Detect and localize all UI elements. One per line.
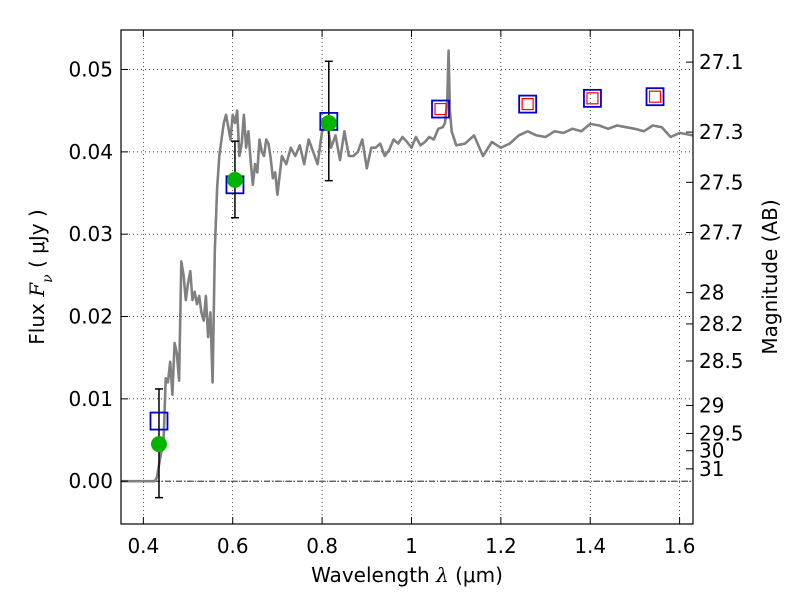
x-axis-label: Wavelength λ (μm) [311, 563, 503, 587]
model-photometry-square [645, 87, 665, 107]
right-tick-label: 28 [699, 281, 724, 305]
y-tick-label: 0.02 [68, 305, 113, 329]
upper-limit-square [521, 97, 534, 111]
x-tick-label: 1.2 [485, 534, 517, 558]
x-tick-label: 0.8 [306, 534, 338, 558]
right-tick-label: 30 [699, 439, 724, 463]
right-axis-label: Magnitude (AB) [758, 199, 782, 354]
right-tick-label: 31 [699, 457, 724, 481]
spectrum-line [121, 49, 693, 483]
y-tick-label: 0.05 [68, 58, 113, 82]
right-tick-label: 29.5 [699, 421, 744, 445]
y-tick-label: 0.01 [68, 387, 113, 411]
y-tick-label: 0.00 [68, 469, 113, 493]
right-tick-label: 27.5 [699, 170, 744, 194]
right-tick-label: 27.7 [699, 221, 744, 245]
observed-point [226, 171, 243, 188]
right-tick-label: 29 [699, 393, 724, 417]
right-tick-label: 28.5 [699, 349, 744, 373]
plot-background [121, 30, 693, 524]
right-tick-label: 28.2 [699, 312, 744, 336]
y-tick-label: 0.03 [68, 222, 113, 246]
x-tick-label: 1 [405, 534, 418, 558]
upper-limit-square [434, 102, 447, 116]
model-photometry-square [431, 99, 450, 119]
plot-frame [120, 29, 694, 525]
model-photometry-square [583, 88, 602, 108]
y-tick-label: 0.04 [68, 140, 113, 164]
upper-limit-square [586, 92, 599, 105]
right-tick-label: 27.3 [699, 120, 744, 144]
model-photometry-square [518, 94, 538, 114]
x-tick-label: 0.4 [127, 534, 159, 558]
x-tick-label: 1.4 [574, 534, 606, 558]
x-tick-label: 0.6 [217, 534, 249, 558]
data-layer [121, 49, 693, 499]
observed-point [150, 436, 167, 453]
upper-limit-square [648, 90, 662, 103]
x-tick-label: 1.6 [664, 534, 696, 558]
y-axis-label: Flux Fν ( μJy ) [25, 209, 56, 344]
observed-point [320, 115, 337, 132]
right-tick-label: 27.1 [699, 50, 744, 74]
axes: 0.4 0.6 0.8 1 1.2 1.4 1.6 0.00 0.01 0.02 0.03 0.04 0… [68, 30, 744, 558]
